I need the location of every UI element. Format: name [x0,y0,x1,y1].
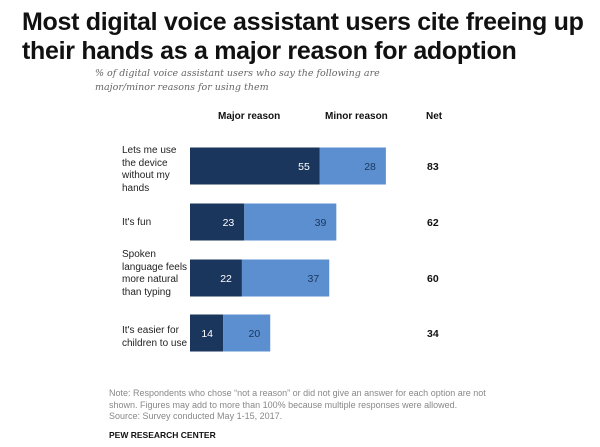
bar-value-label: 22 [220,273,232,285]
bar-value-label: 39 [315,217,327,229]
bar-value-label: 14 [201,328,213,340]
net-value-label: 83 [427,161,439,173]
chart-note: Note: Respondents who chose “not a reaso… [109,388,499,423]
bar-value-label: 20 [249,328,261,340]
bar-minor-reason [319,147,386,185]
chart-subtitle: % of digital voice assistant users who s… [95,68,380,93]
bar-value-label: 23 [223,217,235,229]
bar-minor-reason [223,314,271,352]
net-value-label: 60 [427,273,439,285]
chart-title: Most digital voice assistant users cite … [22,8,584,65]
net-header: Net [426,111,443,122]
source-text: Source: Survey conducted May 1-15, 2017. [109,411,283,421]
category-label: It's fun [122,217,152,228]
bar-minor-reason [244,203,337,241]
net-value-label: 34 [427,328,439,340]
note-text: Note: Respondents who chose “not a reaso… [109,388,486,410]
bar-major-reason [190,147,320,185]
bar-minor-reason [241,259,330,297]
bar-value-label: 37 [308,273,320,285]
category-label: It's easier for children to use [122,325,188,349]
org-name: PEW RESEARCH CENTER [109,430,216,440]
net-value-label: 62 [427,217,439,229]
bar-major-reason [190,259,242,297]
category-label: Lets me use the device without my hands [122,145,177,194]
bar-value-label: 28 [364,161,376,173]
bar-value-label: 55 [298,161,310,173]
legend-minor-reason: Minor reason [325,111,388,122]
bar-major-reason [190,203,245,241]
legend-major-reason: Major reason [218,111,281,122]
bar-major-reason [190,314,224,352]
category-label: Spoken language feels more natural than … [122,249,188,298]
